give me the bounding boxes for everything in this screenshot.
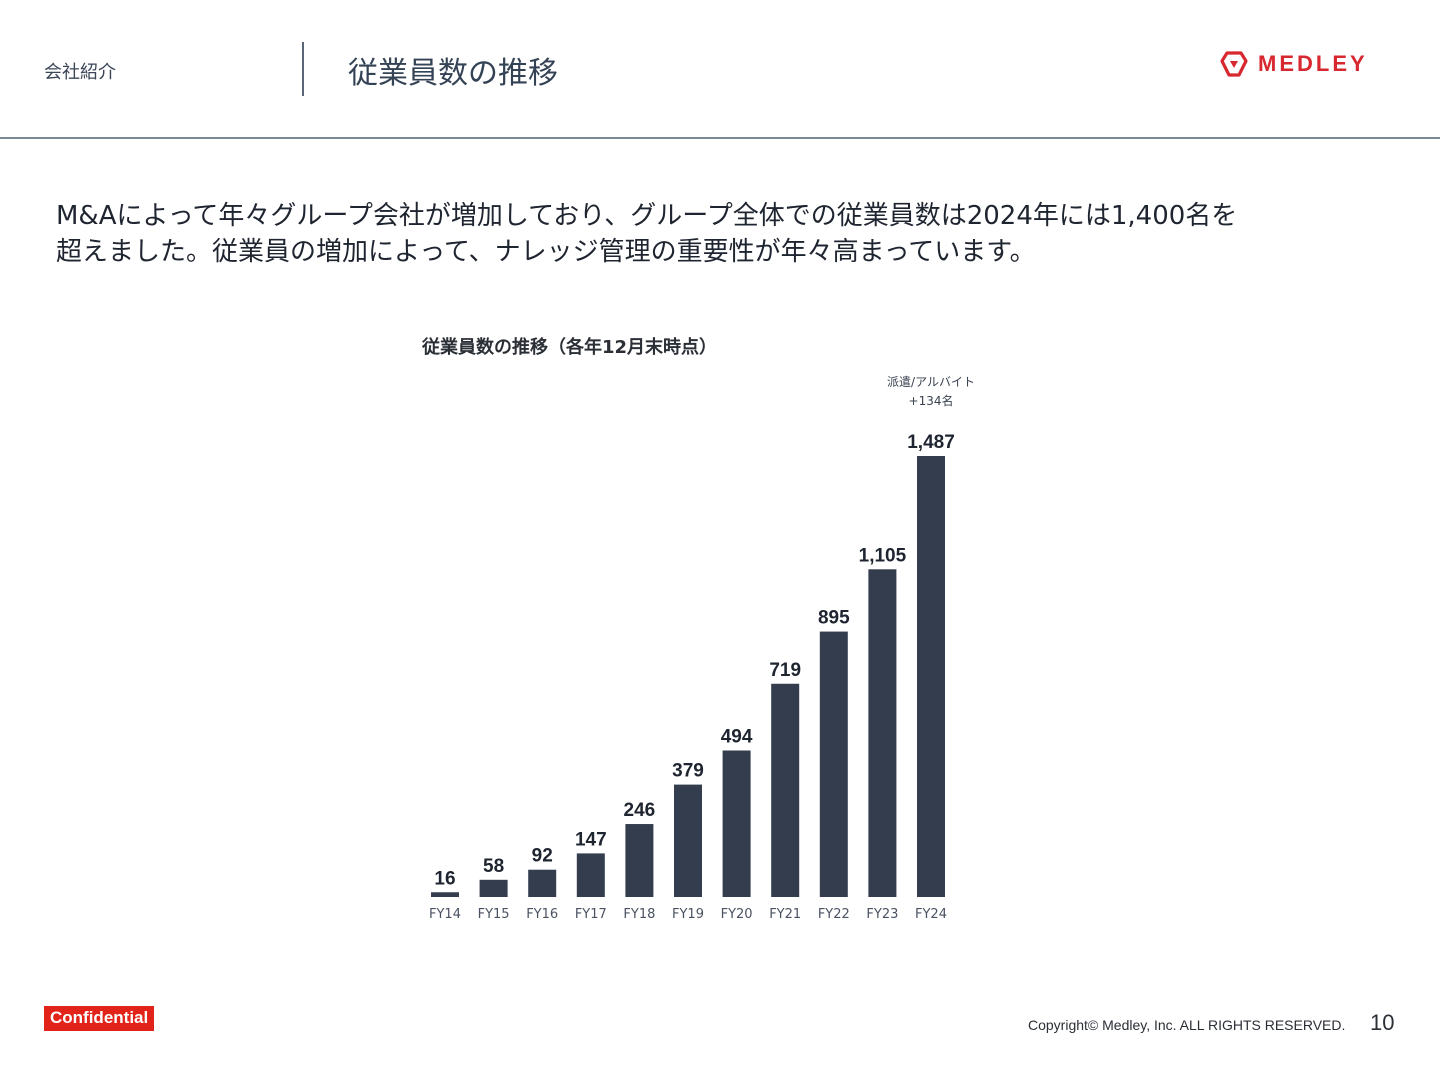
value-label-fy18: 246 xyxy=(624,800,656,821)
value-label-fy20: 494 xyxy=(721,726,753,747)
x-tick-label-fy14: FY14 xyxy=(429,907,461,922)
value-label-fy24: 1,487 xyxy=(907,432,955,453)
annotation-layer: 派遣/アルバイト +134名 xyxy=(887,374,975,408)
page-number: 10 xyxy=(1370,1010,1395,1035)
value-label-fy14: 16 xyxy=(434,868,455,889)
bar-fy20 xyxy=(722,750,751,897)
x-tick-label-fy19: FY19 xyxy=(672,907,704,922)
x-tick-label-fy16: FY16 xyxy=(526,907,558,922)
bar-fy14 xyxy=(431,892,459,897)
x-tick-label-fy24: FY24 xyxy=(915,907,947,922)
confidential-badge: Confidential xyxy=(44,1006,155,1031)
bar-fy21 xyxy=(771,683,800,897)
bar-fy23 xyxy=(868,569,897,897)
header-rule xyxy=(0,137,1440,139)
annotation-line-1: 派遣/アルバイト xyxy=(887,374,975,389)
x-tick-label-fy18: FY18 xyxy=(623,907,655,922)
bar-fy22 xyxy=(819,631,848,897)
bar-fy17 xyxy=(576,853,605,897)
medley-mark-icon xyxy=(1220,51,1248,77)
bar-fy24 xyxy=(917,456,945,897)
x-tick-label-fy22: FY22 xyxy=(818,907,850,922)
page-title: 従業員数の推移 xyxy=(348,56,558,91)
value-label-fy17: 147 xyxy=(575,829,607,850)
lead-line-1: M&Aによって年々グループ会社が増加しており、グループ全体での従業員数は2024… xyxy=(56,201,1238,231)
x-tick-label-fy21: FY21 xyxy=(769,907,801,922)
chart-title: 従業員数の推移（各年12月末時点） xyxy=(421,336,717,358)
value-label-fy16: 92 xyxy=(532,846,553,867)
value-label-fy23: 1,105 xyxy=(859,545,907,566)
header-divider xyxy=(302,42,304,96)
x-tick-label-fy20: FY20 xyxy=(721,907,753,922)
x-tick-label-fy23: FY23 xyxy=(866,907,898,922)
annotation-line-2: +134名 xyxy=(909,393,954,408)
lead-line-2: 超えました。従業員の増加によって、ナレッジ管理の重要性が年々高まっています。 xyxy=(56,237,1036,267)
bar-fy15 xyxy=(479,879,508,897)
value-label-fy21: 719 xyxy=(769,660,801,681)
value-label-fy19: 379 xyxy=(672,761,704,782)
x-tick-label-fy15: FY15 xyxy=(478,907,510,922)
value-label-fy15: 58 xyxy=(483,856,504,877)
lead-paragraph: M&Aによって年々グループ会社が増加しており、グループ全体での従業員数は2024… xyxy=(56,198,1376,270)
bar-fy16 xyxy=(528,869,557,897)
x-tick-label-fy17: FY17 xyxy=(575,907,607,922)
bar-fy19 xyxy=(674,784,702,897)
copyright-text: Copyright© Medley, Inc. ALL RIGHTS RESER… xyxy=(1028,1017,1346,1033)
value-label-fy22: 895 xyxy=(818,608,850,629)
medley-logo: MEDLEY xyxy=(1220,50,1368,78)
bars-layer: 16 FY14 58 FY15 92 FY16 147 FY17 246 FY18 379 FY19 4… xyxy=(429,432,955,922)
logo-text: MEDLEY xyxy=(1258,51,1368,76)
section-label: 会社紹介 xyxy=(44,62,116,83)
bar-fy18 xyxy=(625,824,654,897)
